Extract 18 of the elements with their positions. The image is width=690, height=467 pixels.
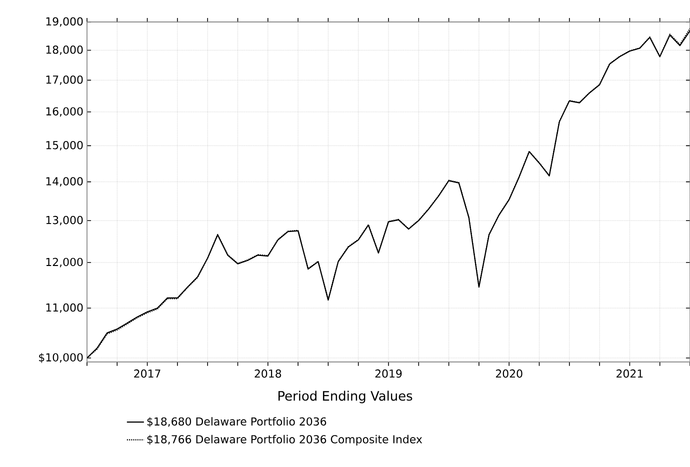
y-tick-label: 15,000 xyxy=(46,140,83,150)
legend-label: $18,766 Delaware Portfolio 2036 Composite Index xyxy=(147,434,422,446)
y-tick-label: 13,000 xyxy=(46,216,83,226)
y-tick-label: 12,000 xyxy=(46,258,83,268)
y-tick-label: 17,000 xyxy=(46,75,83,85)
y-tick-label: 19,000 xyxy=(46,17,83,27)
x-tick-label: 2017 xyxy=(134,369,160,378)
y-tick-label: 18,000 xyxy=(46,46,83,55)
x-tick-label: 2020 xyxy=(496,369,522,378)
legend-title: Period Ending Values xyxy=(278,390,412,404)
y-tick-label: 11,000 xyxy=(46,303,83,313)
x-tick-label: 2021 xyxy=(616,369,643,378)
x-tick-label: 2018 xyxy=(254,369,282,378)
x-tick-label: 2019 xyxy=(375,369,402,378)
y-tick-label: 14,000 xyxy=(46,177,83,187)
y-tick-label: $10,000 xyxy=(39,353,83,363)
y-tick-label: 16,000 xyxy=(46,107,83,117)
legend-label: $18,680 Delaware Portfolio 2036 xyxy=(147,417,326,428)
